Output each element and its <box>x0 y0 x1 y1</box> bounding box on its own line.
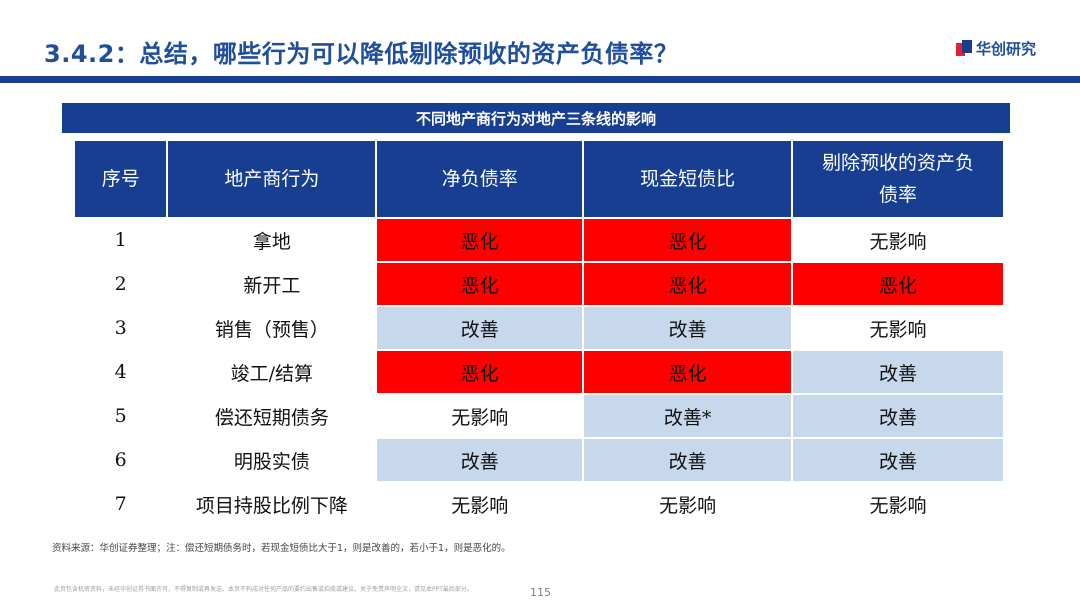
row-number: 5 <box>75 395 167 437</box>
row-number: 2 <box>75 263 167 305</box>
cell-adj-liability-ratio: 改善 <box>793 351 1003 393</box>
page-title: 3.4.2：总结，哪些行为可以降低剔除预收的资产负债率？ <box>44 40 679 68</box>
row-action: 偿还短期债务 <box>168 395 376 437</box>
cell-adj-liability-ratio: 改善 <box>793 395 1003 437</box>
cell-adj-liability-ratio: 改善 <box>793 439 1003 481</box>
table-row: 5 偿还短期债务 无影响 改善* 改善 <box>75 395 1003 437</box>
row-action: 销售（预售） <box>168 307 376 349</box>
row-number: 7 <box>75 483 167 525</box>
table-caption: 不同地产商行为对地产三条线的影响 <box>62 103 1010 133</box>
row-number: 1 <box>75 219 167 261</box>
row-action: 新开工 <box>168 263 376 305</box>
cell-cash-short-debt: 改善* <box>584 395 792 437</box>
cell-cash-short-debt: 恶化 <box>584 263 792 305</box>
cell-net-gearing: 改善 <box>377 307 583 349</box>
cell-cash-short-debt: 改善 <box>584 439 792 481</box>
header-adj-line-2: 债率 <box>879 184 918 206</box>
table-row: 4 竣工/结算 恶化 恶化 改善 <box>75 351 1003 393</box>
cell-net-gearing: 无影响 <box>377 395 583 437</box>
table-row: 2 新开工 恶化 恶化 恶化 <box>75 263 1003 305</box>
row-action: 拿地 <box>168 219 376 261</box>
cell-adj-liability-ratio: 无影响 <box>793 483 1003 525</box>
cell-cash-short-debt: 恶化 <box>584 351 792 393</box>
disclaimer: 此页包含机密资料，未经华创证券书面许可，不得复制或再发送。本页不构成对任何产品的… <box>54 586 473 593</box>
table-row: 7 项目持股比例下降 无影响 无影响 无影响 <box>75 483 1003 525</box>
cell-cash-short-debt: 恶化 <box>584 219 792 261</box>
row-number: 4 <box>75 351 167 393</box>
row-number: 6 <box>75 439 167 481</box>
row-action: 明股实债 <box>168 439 376 481</box>
impact-table: 序号 地产商行为 净负债率 现金短债比 剔除预收的资产负 债率 1 拿地 恶化 恶化无… <box>73 139 1005 527</box>
cell-net-gearing: 改善 <box>377 439 583 481</box>
header-num: 序号 <box>75 141 167 217</box>
header-cash-short-debt: 现金短债比 <box>584 141 792 217</box>
table-header-row: 序号 地产商行为 净负债率 现金短债比 剔除预收的资产负 债率 <box>75 141 1003 217</box>
cell-net-gearing: 恶化 <box>377 219 583 261</box>
title-divider <box>0 76 1080 83</box>
cell-adj-liability-ratio: 无影响 <box>793 219 1003 261</box>
row-number: 3 <box>75 307 167 349</box>
row-action: 竣工/结算 <box>168 351 376 393</box>
source-note: 资料来源：华创证券整理；注：偿还短期债务时，若现金短债比大于1，则是改善的，若小… <box>52 543 511 554</box>
logo-text: 华创研究 <box>976 40 1037 58</box>
page-number: 115 <box>530 586 551 599</box>
cell-adj-liability-ratio: 恶化 <box>793 263 1003 305</box>
table-row: 1 拿地 恶化 恶化 无影响 <box>75 219 1003 261</box>
header-adj-line-1: 剔除预收的资产负 <box>822 152 975 174</box>
cell-adj-liability-ratio: 无影响 <box>793 307 1003 349</box>
table-row: 3 销售（预售） 改善 改善 无影响 <box>75 307 1003 349</box>
logo-mark-icon <box>956 39 972 56</box>
cell-net-gearing: 恶化 <box>377 351 583 393</box>
table-row: 6 明股实债 改善 改善 改善 <box>75 439 1003 481</box>
row-action: 项目持股比例下降 <box>168 483 376 525</box>
header-action: 地产商行为 <box>168 141 376 217</box>
header-adj-liability-ratio: 剔除预收的资产负 债率 <box>793 141 1003 217</box>
cell-cash-short-debt: 无影响 <box>584 483 792 525</box>
header-net-gearing: 净负债率 <box>377 141 583 217</box>
cell-net-gearing: 恶化 <box>377 263 583 305</box>
cell-net-gearing: 无影响 <box>377 483 583 525</box>
brand-logo: 华创研究 <box>956 38 1036 59</box>
cell-cash-short-debt: 改善 <box>584 307 792 349</box>
